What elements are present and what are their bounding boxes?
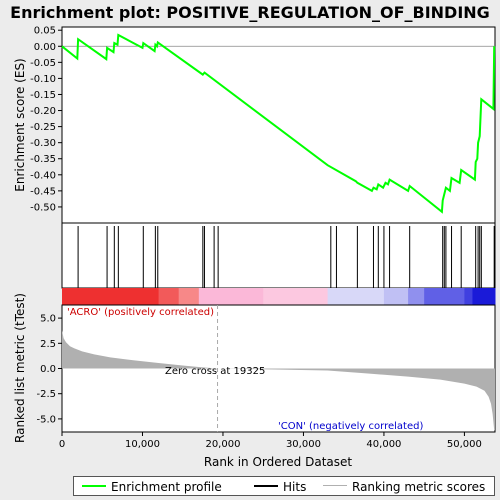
top-y-tick-label: -0.30 <box>30 138 56 149</box>
top-y-tick-label: -0.40 <box>30 170 56 181</box>
heatmap-segment <box>178 288 200 305</box>
heatmap-segment <box>158 288 180 305</box>
heatmap-segment <box>62 288 160 305</box>
x-tick-label: 50,000 <box>447 439 482 450</box>
bottom-y-tick-label: 5.0 <box>40 314 56 325</box>
hits-area <box>61 222 496 289</box>
heatmap-segment <box>198 288 264 305</box>
x-tick-label: 30,000 <box>286 439 321 450</box>
legend: Enrichment profile Hits Ranking metric s… <box>73 476 495 496</box>
ranked-metric-panel: 5.0 2.5 0.0 -2.5 -5.0 Zero cross at 19325 'A… <box>13 293 496 443</box>
top-plot-area <box>61 26 496 224</box>
legend-ranking-label: Ranking metric scores <box>352 480 486 494</box>
top-y-tick-label: -0.10 <box>30 74 56 85</box>
legend-profile-swatch <box>82 485 106 487</box>
bottom-y-tick-label: -2.5 <box>36 389 56 400</box>
heatmap-segment <box>464 288 473 305</box>
heatmap-segment <box>263 288 329 305</box>
zero-cross-label: Zero cross at 19325 <box>165 366 265 377</box>
heatmap-segment <box>383 288 409 305</box>
legend-hits-swatch <box>254 485 278 487</box>
positive-correlation-label: 'ACRO' (positively correlated) <box>67 307 214 318</box>
legend-hits-label: Hits <box>283 480 307 494</box>
heatmap-segment <box>424 288 465 305</box>
x-axis-label: Rank in Ordered Dataset <box>204 455 352 469</box>
heatmap-segment <box>472 288 496 305</box>
enrichment-profile-line <box>61 33 496 214</box>
chart-title: Enrichment plot: POSITIVE_REGULATION_OF_… <box>10 3 490 22</box>
hits-panel <box>61 222 496 289</box>
ranking-heatmap-bar <box>62 288 496 305</box>
negative-correlation-label: 'CON' (negatively correlated) <box>278 421 423 432</box>
x-tick-label: 20,000 <box>205 439 240 450</box>
top-y-tick-label: -0.05 <box>30 58 56 69</box>
top-y-tick-label: -0.25 <box>30 122 56 133</box>
heatmap-segment <box>408 288 425 305</box>
top-y-tick-label: 0.05 <box>34 26 56 37</box>
top-y-tick-label: -0.35 <box>30 154 56 165</box>
top-y-tick-label: -0.45 <box>30 186 56 197</box>
top-y-axis-label: Enrichment score (ES) <box>13 58 27 191</box>
top-y-tick-label: -0.50 <box>30 202 56 213</box>
legend-ranking-swatch <box>323 485 347 486</box>
bottom-y-tick-label: 2.5 <box>40 339 56 350</box>
bottom-y-tick-label: 0.0 <box>40 364 56 375</box>
legend-profile-label: Enrichment profile <box>111 480 222 494</box>
x-tick-label: 40,000 <box>366 439 401 450</box>
top-y-tick-label: 0.00 <box>34 42 56 53</box>
enrichment-score-panel: 0.05 0.00 -0.05 -0.10 -0.15 -0.20 -0.25 -0.30 -0… <box>13 26 496 224</box>
bottom-y-axis-label: Ranked list metric (tTest) <box>13 293 27 443</box>
heatmap-segment <box>327 288 385 305</box>
top-y-ticks: 0.05 0.00 -0.05 -0.10 -0.15 -0.20 -0.25 -0.30 -0… <box>30 26 62 213</box>
x-tick-label: 10,000 <box>125 439 160 450</box>
x-axis: 0 10,000 20,000 30,000 40,000 50,000 <box>59 432 482 450</box>
top-y-tick-label: -0.20 <box>30 106 56 117</box>
bottom-y-ticks: 5.0 2.5 0.0 -2.5 -5.0 <box>36 314 62 425</box>
hit-lines <box>77 226 495 288</box>
bottom-y-tick-label: -5.0 <box>36 414 56 425</box>
top-y-tick-label: -0.15 <box>30 90 56 101</box>
x-tick-label: 0 <box>59 439 65 450</box>
